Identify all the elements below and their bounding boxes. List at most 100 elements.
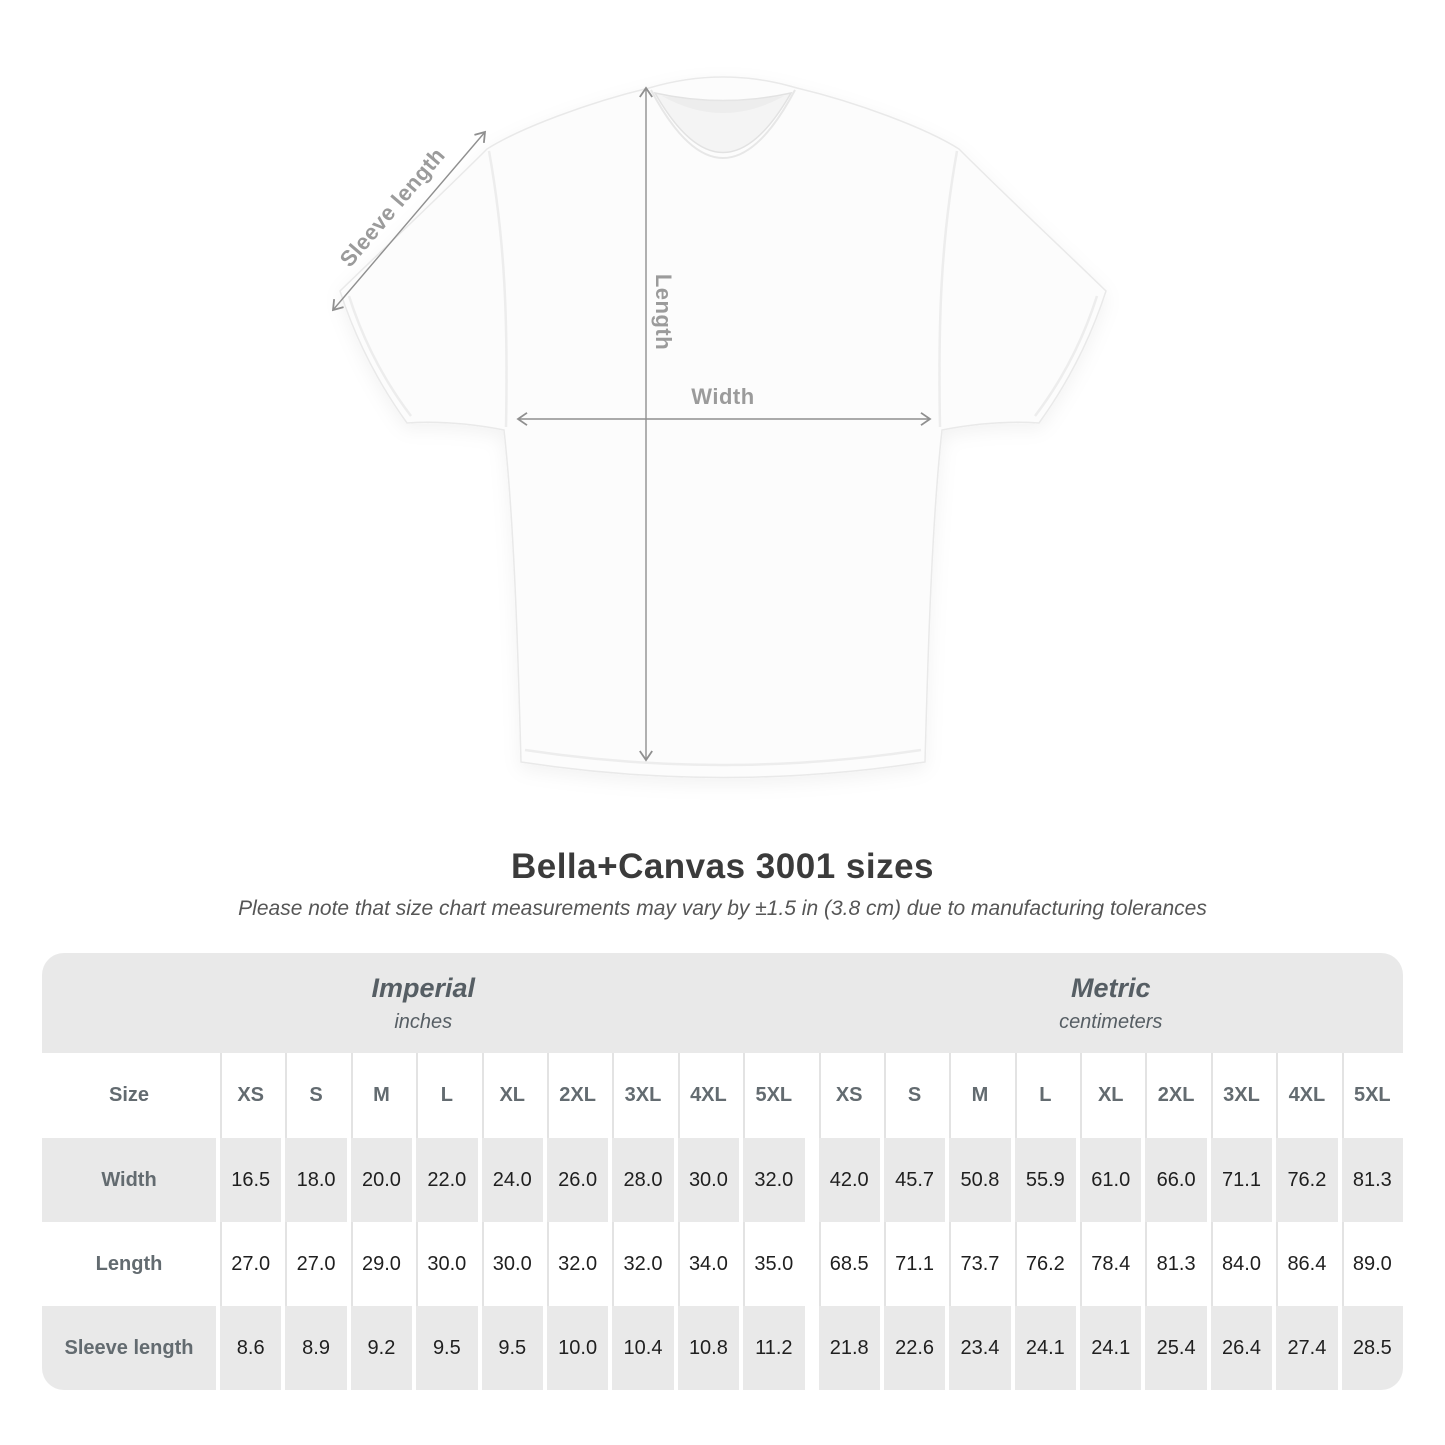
- page-subtitle: Please note that size chart measurements…: [238, 897, 1207, 920]
- size-column-header: L: [416, 1053, 478, 1138]
- imperial-section-header: Imperial inches: [42, 973, 805, 1034]
- measurement-cell: 22.0: [416, 1138, 478, 1222]
- measurement-cell: 22.6: [883, 1306, 946, 1390]
- collar-inner-shadow: [662, 96, 784, 113]
- section-divider: [809, 1053, 815, 1138]
- measurement-cell: 35.0: [743, 1222, 805, 1306]
- measurement-cell: 32.0: [546, 1222, 609, 1306]
- size-chart-table: Imperial inches Metric centimeters Size …: [42, 953, 1403, 1390]
- measurement-row-sleeve-length: Sleeve length 8.6 8.9 9.2 9.5 9.5 10.0 10.4 10.8…: [42, 1306, 1403, 1390]
- hem-stitch: [524, 748, 922, 767]
- tshirt-diagram-svg: Sleeve length Length Width: [331, 76, 1107, 779]
- measurement-cell: 61.0: [1080, 1138, 1142, 1222]
- measurement-cell: 30.0: [481, 1222, 543, 1306]
- measurement-cell: 8.6: [220, 1306, 282, 1390]
- measurement-cell: 32.0: [743, 1138, 805, 1222]
- measurement-cell: 8.9: [285, 1306, 347, 1390]
- measurement-cell: 24.0: [481, 1138, 543, 1222]
- section-divider: [809, 1306, 815, 1390]
- measurement-cell: 9.5: [416, 1306, 478, 1390]
- measurement-cell: 28.0: [612, 1138, 674, 1222]
- sleeve-length-arrow: [331, 130, 487, 312]
- measurement-cell: 34.0: [677, 1222, 740, 1306]
- measurement-cell: 55.9: [1014, 1138, 1077, 1222]
- measurement-row-length: Length 27.0 27.0 29.0 30.0 30.0 32.0 32.0 34.0 35…: [42, 1222, 1403, 1306]
- section-divider: [809, 1222, 815, 1306]
- measurement-cell: 25.4: [1145, 1306, 1207, 1390]
- size-column-header: 5XL: [743, 1053, 805, 1138]
- size-column-header: M: [949, 1053, 1011, 1138]
- metric-title: Metric: [1070, 972, 1151, 1003]
- measurement-cell: 81.3: [1145, 1222, 1207, 1306]
- measurement-cell: 11.2: [743, 1306, 805, 1390]
- measurement-cell: 42.0: [818, 1138, 880, 1222]
- size-column-header: 2XL: [1145, 1053, 1207, 1138]
- measurement-cell: 30.0: [677, 1138, 740, 1222]
- row-label: Width: [42, 1138, 216, 1222]
- size-column-header: XL: [481, 1053, 543, 1138]
- length-label: Length: [651, 274, 676, 350]
- size-column-header: 3XL: [1210, 1053, 1273, 1138]
- size-header-row: Size XS S M L XL 2XL 3XL 4XL 5XL XS S M L XL 2XL 3XL 4XL…: [42, 1053, 1403, 1138]
- measurement-cell: 50.8: [949, 1138, 1011, 1222]
- measurement-cell: 23.4: [949, 1306, 1011, 1390]
- imperial-unit: inches: [394, 1010, 453, 1033]
- imperial-title: Imperial: [371, 972, 476, 1003]
- size-column-header: XS: [220, 1053, 282, 1138]
- measurement-cell: 10.0: [546, 1306, 609, 1390]
- metric-unit: centimeters: [1059, 1010, 1163, 1033]
- measurement-cell: 30.0: [416, 1222, 478, 1306]
- width-label: Width: [691, 384, 754, 409]
- size-column-header: 3XL: [612, 1053, 674, 1138]
- measurement-cell: 24.1: [1014, 1306, 1077, 1390]
- measurement-cell: 16.5: [220, 1138, 282, 1222]
- measurement-row-width: Width 16.5 18.0 20.0 22.0 24.0 26.0 28.0 30.0 32.…: [42, 1138, 1403, 1222]
- measurement-cell: 27.0: [285, 1222, 347, 1306]
- measurement-cell: 29.0: [350, 1222, 413, 1306]
- measurement-cell: 73.7: [949, 1222, 1011, 1306]
- right-cuff-fold: [1034, 295, 1099, 417]
- measurement-cell: 76.2: [1014, 1222, 1077, 1306]
- size-column-header: S: [285, 1053, 347, 1138]
- size-column-header: 2XL: [546, 1053, 609, 1138]
- measurement-cell: 76.2: [1276, 1138, 1338, 1222]
- measurement-cell: 26.0: [546, 1138, 609, 1222]
- left-sleeve-seam: [487, 150, 508, 428]
- measurement-cell: 86.4: [1276, 1222, 1338, 1306]
- size-column-header: 4XL: [677, 1053, 740, 1138]
- collar-band-seam: [650, 89, 796, 159]
- measurement-cell: 18.0: [285, 1138, 347, 1222]
- tshirt-graphic: [339, 76, 1107, 779]
- measurement-cell: 68.5: [818, 1222, 880, 1306]
- units-header-row: Imperial inches Metric centimeters: [42, 953, 1403, 1053]
- measurement-cell: 27.0: [220, 1222, 282, 1306]
- size-column-header: M: [350, 1053, 413, 1138]
- measurement-cell: 84.0: [1210, 1222, 1273, 1306]
- measurement-cell: 45.7: [883, 1138, 946, 1222]
- measurement-cell: 9.2: [350, 1306, 413, 1390]
- measurement-cell: 10.8: [677, 1306, 740, 1390]
- row-label: Length: [42, 1222, 216, 1306]
- measurement-cell: 24.1: [1080, 1306, 1142, 1390]
- size-column-header: 5XL: [1341, 1053, 1403, 1138]
- size-column-header: XS: [818, 1053, 880, 1138]
- tshirt-body: [339, 76, 1107, 779]
- measurement-cell: 10.4: [612, 1306, 674, 1390]
- size-column-header: XL: [1080, 1053, 1142, 1138]
- measurement-cell: 71.1: [1210, 1138, 1273, 1222]
- measurement-cell: 71.1: [883, 1222, 946, 1306]
- size-header-cell: Size: [42, 1053, 216, 1138]
- section-divider: [809, 1138, 815, 1222]
- size-column-header: 4XL: [1276, 1053, 1338, 1138]
- row-label: Sleeve length: [42, 1306, 216, 1390]
- measurement-cell: 20.0: [350, 1138, 413, 1222]
- measurement-cell: 81.3: [1341, 1138, 1403, 1222]
- measurement-cell: 26.4: [1210, 1306, 1273, 1390]
- measurement-cell: 89.0: [1341, 1222, 1403, 1306]
- measurement-cell: 66.0: [1145, 1138, 1207, 1222]
- measurement-cell: 28.5: [1341, 1306, 1403, 1390]
- measurement-cell: 9.5: [481, 1306, 543, 1390]
- measurement-cell: 32.0: [612, 1222, 674, 1306]
- size-column-header: S: [883, 1053, 946, 1138]
- measurement-cell: 21.8: [818, 1306, 880, 1390]
